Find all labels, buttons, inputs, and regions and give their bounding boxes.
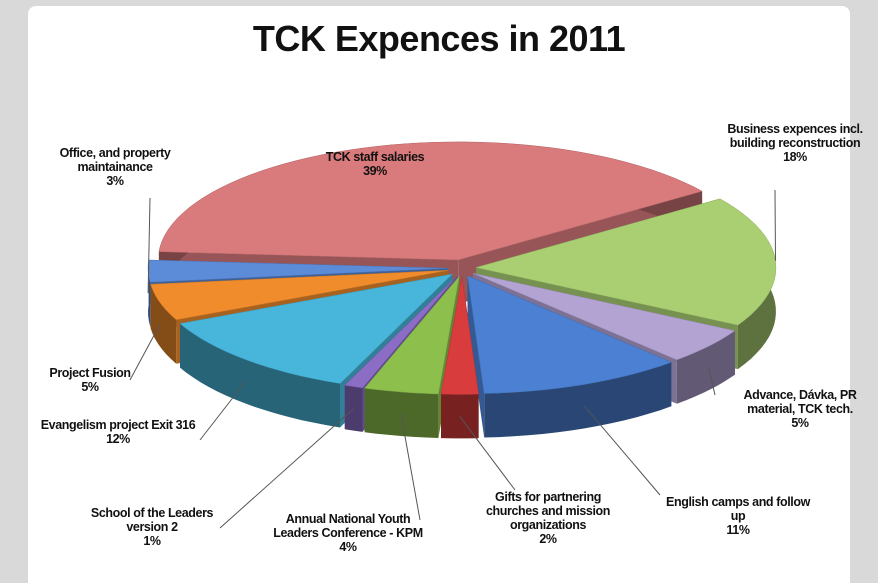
leader-line	[400, 413, 421, 521]
category-label: Gifts for partnering churches and missio…	[486, 490, 610, 532]
slice-label: TCK staff salaries 39%	[300, 150, 450, 178]
slice-side	[364, 388, 439, 438]
value-label: 2%	[539, 532, 557, 546]
value-label: 39%	[363, 164, 387, 178]
category-label: Project Fusion	[49, 366, 131, 380]
leader-line	[708, 368, 716, 396]
slice-side	[150, 284, 177, 364]
slice-label: Gifts for partnering churches and missio…	[473, 490, 623, 546]
slice-label: Project Fusion 5%	[30, 366, 150, 394]
value-label: 5%	[81, 380, 99, 394]
leader-line	[129, 324, 161, 381]
slice-label: Business expences incl. building reconst…	[720, 122, 870, 164]
category-label: Evangelism project Exit 316	[40, 418, 196, 432]
value-label: 1%	[143, 534, 161, 548]
value-label: 12%	[106, 432, 130, 446]
slice-label: Office, and property maintainance 3%	[28, 146, 203, 188]
slice-top	[364, 275, 460, 395]
category-label: Business expences incl. building reconst…	[727, 122, 863, 150]
slice-label: Advance, Dávka, PR material, TCK tech. 5%	[720, 388, 878, 430]
value-label: 11%	[726, 523, 750, 537]
slice-label: Evangelism project Exit 316 12%	[31, 418, 206, 446]
leader-line	[219, 408, 354, 529]
category-label: Office, and property maintainance	[59, 146, 171, 174]
slice-top	[158, 141, 703, 261]
leader-line	[459, 416, 516, 491]
slice	[467, 275, 672, 438]
slice-side	[676, 330, 735, 404]
leader-line	[584, 406, 661, 496]
slice-side	[441, 394, 479, 439]
slice-top	[150, 270, 449, 321]
slice	[440, 276, 479, 439]
slice-side	[148, 260, 151, 327]
slice-top	[344, 275, 458, 389]
value-label: 4%	[339, 540, 357, 554]
leader-line	[199, 381, 246, 441]
category-label: English camps and follow up	[666, 495, 810, 523]
slice-label: Annual National Youth Leaders Conference…	[273, 512, 423, 554]
slice-top	[472, 272, 736, 361]
category-label: TCK staff salaries	[325, 150, 425, 164]
leader-line	[147, 197, 151, 294]
slice-side	[344, 385, 363, 432]
category-label: School of the Leaders version 2	[90, 506, 214, 534]
value-label: 3%	[106, 174, 124, 188]
chart-title: TCK Expences in 2011	[252, 18, 626, 59]
value-label: 18%	[783, 150, 807, 164]
category-label: Advance, Dávka, PR material, TCK tech.	[743, 388, 857, 416]
slice-side	[180, 323, 340, 428]
leader-line	[774, 189, 776, 261]
slice-top	[467, 275, 672, 394]
slice-top	[179, 273, 454, 384]
slice-label: School of the Leaders version 2 1%	[77, 506, 227, 548]
slice-side	[467, 275, 485, 438]
slice-top	[440, 276, 479, 395]
slice-side	[484, 362, 672, 438]
category-label: Annual National Youth Leaders Conference…	[273, 512, 423, 540]
slice-label: English camps and follow up 11%	[663, 495, 813, 537]
value-label: 5%	[791, 416, 809, 430]
